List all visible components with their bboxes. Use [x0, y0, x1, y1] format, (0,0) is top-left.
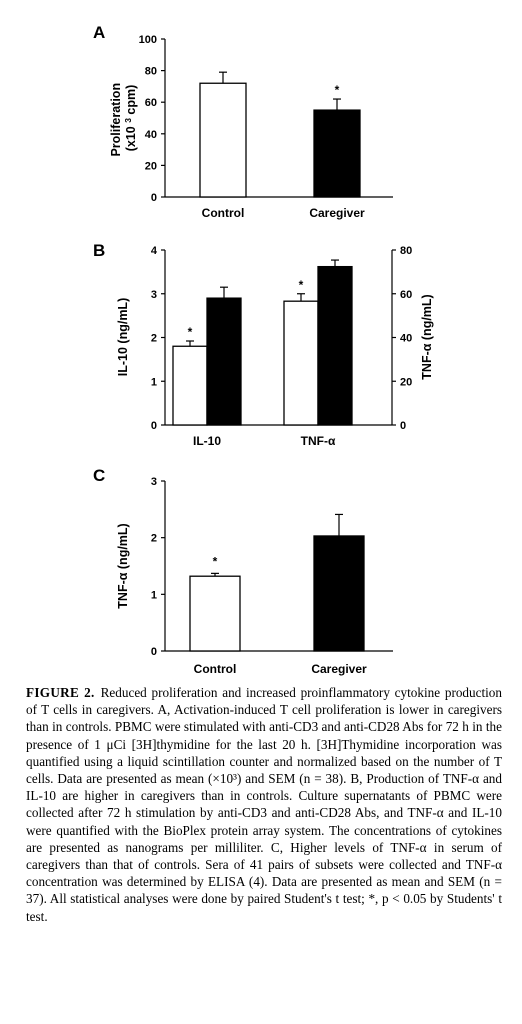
panel-b-bar [317, 265, 353, 426]
panel-c-bar [189, 575, 241, 652]
panel-b-y-right-tick-label: 80 [400, 245, 412, 257]
panel-b-category-label: IL-10 [193, 434, 221, 448]
panel-c-ylabel: TNF-α (ng/mL) [116, 523, 130, 608]
panel-b-bar [172, 345, 208, 426]
panel-b-y-left-tick-label: 1 [151, 376, 157, 388]
panel-label-a: A [93, 23, 105, 42]
panel-c-y-tick-label: 1 [151, 589, 157, 601]
caption-text: Reduced proliferation and increased proi… [26, 685, 502, 924]
panel-b-y-left-tick-label: 4 [151, 245, 158, 257]
panel-a-significance-marker: * [335, 83, 340, 97]
panel-b-y-left-tick-label: 0 [151, 420, 157, 432]
caption-label: FIGURE 2. [26, 685, 95, 700]
panel-b-significance-marker: * [188, 325, 193, 339]
panel-a-y-tick-label: 40 [145, 129, 157, 141]
panel-c-y-tick-label: 3 [151, 476, 157, 488]
panel-a-ylabel-line2: (x10 3 cpm) [123, 85, 138, 152]
panel-b-ylabel-right: TNF-α (ng/mL) [420, 294, 434, 379]
panel-c-y-tick-label: 0 [151, 646, 157, 658]
panel-c-category-label: Caregiver [311, 662, 367, 676]
panel-a-category-label: Control [202, 206, 245, 220]
figure-caption: FIGURE 2. Reduced proliferation and incre… [26, 684, 502, 925]
panel-b-y-right-tick-label: 60 [400, 289, 412, 301]
panel-label-b: B [93, 241, 105, 260]
panel-b-category-label: TNF-α [301, 434, 336, 448]
panel-c: C TNF-α (ng/mL) 0 1 2 3 * Control Caregiver [93, 466, 393, 676]
panel-b: B IL-10 (ng/mL) TNF-α (ng/mL) 0123402040… [93, 241, 434, 448]
panel-c-significance-marker: * [213, 554, 218, 568]
figure-panels: A Proliferation (x10 3 cpm) 020406080100… [93, 23, 434, 676]
panel-a-ylabel: Proliferation (x10 3 cpm) [109, 79, 138, 157]
panel-a-y-tick-label: 100 [139, 34, 157, 46]
panel-b-significance-marker: * [299, 278, 304, 292]
panel-b-ylabel-left: IL-10 (ng/mL) [116, 298, 130, 376]
panel-b-y-right-tick-label: 40 [400, 333, 412, 345]
panel-c-category-label: Control [194, 662, 237, 676]
panel-a-plot: 0 20 40 60 80 100 Control * Caregiver [139, 34, 393, 220]
panel-a-ylabel-line1: Proliferation [109, 83, 123, 157]
panel-c-bar [313, 535, 365, 652]
panel-b-y-left-tick-label: 3 [151, 289, 157, 301]
panel-a-bar [313, 109, 361, 198]
panel-c-y-tick-label: 2 [151, 533, 157, 545]
panel-a-bar [199, 82, 247, 198]
panel-a-category-label: Caregiver [309, 206, 365, 220]
panel-a: A Proliferation (x10 3 cpm) 0 20 40 60 80 100… [93, 23, 393, 220]
panel-b-bar [283, 300, 319, 426]
panel-b-bar [206, 297, 242, 426]
panel-a-y-tick-label: 60 [145, 97, 157, 109]
panel-b-y-right-tick-label: 0 [400, 420, 406, 432]
svg-text:Proliferation (x10 3 c: Proliferation (x10 3 cpm) [109, 79, 138, 156]
panel-b-y-right-tick-label: 20 [400, 376, 412, 388]
panel-b-y-left-tick-label: 2 [151, 333, 157, 345]
panel-a-y-tick-label: 0 [151, 192, 157, 204]
panel-a-y-tick-label: 80 [145, 66, 157, 78]
panel-label-c: C [93, 466, 105, 485]
panel-c-plot: 0 1 2 3 * Control Caregiver [151, 476, 393, 676]
panel-a-y-tick-label: 20 [145, 160, 157, 172]
